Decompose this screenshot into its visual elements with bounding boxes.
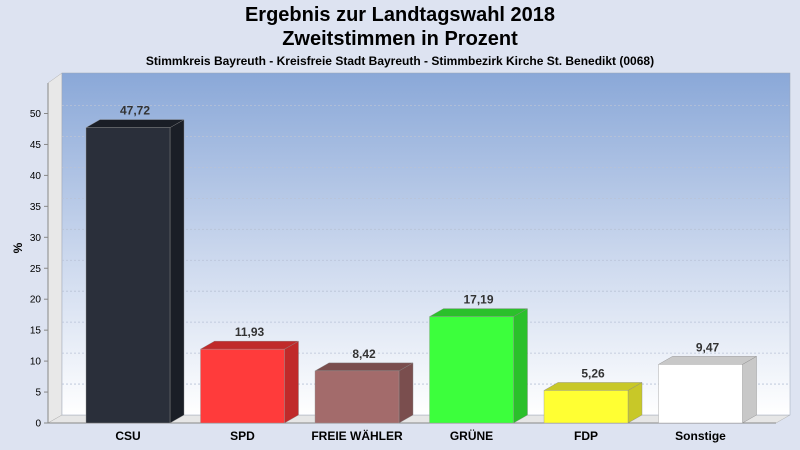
data-label: 11,93: [235, 325, 265, 339]
bars: 47,72 CSU 11,93 SPD 8,42 FREIE WÄHLER 17,19 GRÜ…: [85, 104, 758, 443]
bar-side: [284, 340, 299, 424]
bar-front: [429, 316, 514, 424]
x-tick-label: Sonstige: [675, 429, 726, 443]
y-tick-label: 5: [35, 388, 41, 399]
data-label: 8,42: [352, 347, 376, 361]
bar-fdp: 5,26 FDP: [543, 366, 643, 443]
y-axis-ticks: 0 5 10 15 20 25 30 35 40 45 50: [30, 109, 48, 430]
y-tick-label: 30: [30, 233, 42, 244]
x-tick-label: CSU: [115, 429, 140, 443]
bar-spd: 11,93 SPD: [199, 325, 300, 443]
bar-sonstige: 9,47 Sonstige: [657, 340, 758, 443]
x-tick-label: GRÜNE: [450, 428, 493, 443]
bar-side: [742, 356, 757, 424]
y-tick-label: 45: [30, 140, 42, 151]
x-tick-label: FREIE WÄHLER: [311, 428, 403, 443]
x-tick-label: SPD: [230, 429, 255, 443]
data-label: 5,26: [581, 366, 605, 380]
bar-front: [543, 390, 629, 424]
chart-district-label: Stimmkreis Bayreuth - Kreisfreie Stadt B…: [145, 54, 655, 68]
chart-subtitle: Zweitstimmen in Prozent: [282, 28, 518, 50]
bar-csu: 47,72 CSU: [85, 104, 185, 443]
bar-top: [314, 362, 414, 372]
y-tick-label: 50: [30, 109, 42, 120]
bar-side: [169, 119, 185, 424]
data-label: 17,19: [463, 293, 493, 307]
y-tick-label: 15: [30, 326, 42, 337]
bar-top: [428, 308, 529, 317]
bar-front: [658, 364, 743, 424]
data-label: 9,47: [696, 340, 720, 354]
y-tick-label: 35: [30, 202, 42, 213]
y-tick-label: 20: [30, 295, 42, 306]
bar-freie-w-hler: 8,42 FREIE WÄHLER: [311, 347, 414, 443]
y-tick-label: 0: [35, 419, 41, 430]
bar-front: [314, 370, 400, 424]
bar-side: [513, 308, 528, 424]
chart-title: Ergebnis zur Landtagswahl 2018: [244, 4, 556, 26]
y-axis-label: %: [11, 242, 25, 253]
bar-front: [200, 348, 285, 424]
y-tick-label: 10: [30, 357, 42, 368]
bar-front: [85, 127, 171, 424]
bar-side: [398, 362, 414, 424]
x-tick-label: FDP: [574, 429, 598, 443]
plot-side-wall: [47, 72, 63, 424]
y-tick-label: 25: [30, 264, 42, 275]
y-tick-label: 40: [30, 171, 42, 182]
bar-top: [543, 382, 643, 391]
bar-top: [199, 340, 300, 350]
bar-top: [85, 119, 185, 128]
data-label: 47,72: [120, 104, 150, 118]
bar-top: [657, 356, 758, 365]
bar-gr-ne: 17,19 GRÜNE: [428, 293, 529, 443]
